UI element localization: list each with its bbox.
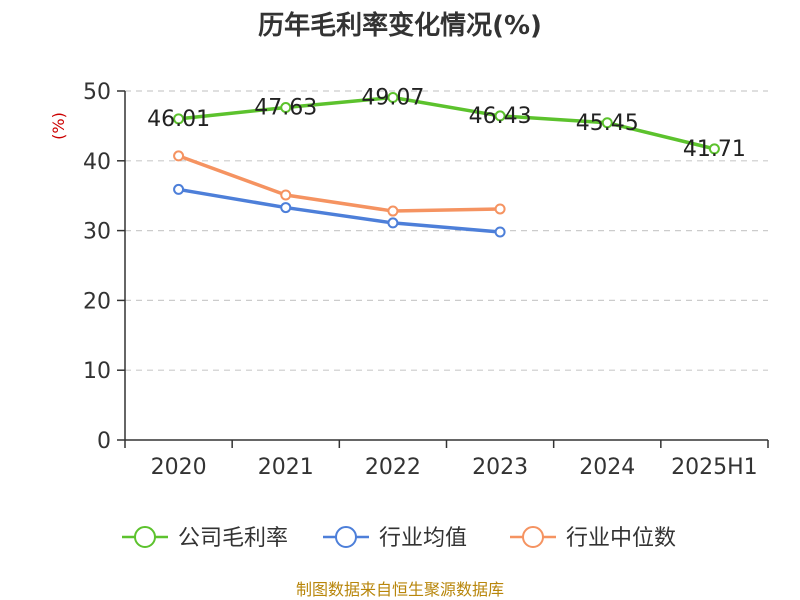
y-tick-label: 30 [83,220,111,245]
data-point [280,189,292,201]
data-point [173,113,185,125]
series-0: 46.01 47.63 49.07 46.43 45.45 41.71 [147,85,746,161]
legend-label: 行业中位数 [566,526,676,551]
x-tick-label: 2025H1 [671,455,758,480]
data-point [280,202,292,214]
data-point [494,203,506,215]
legend-marker-icon [522,526,544,548]
data-label: 46.43 [469,104,532,129]
chart-title: 历年毛利率变化情况(%) [258,10,542,41]
data-label: 45.45 [576,111,639,136]
data-point [173,183,185,195]
data-point [494,226,506,238]
series-layer: 46.01 47.63 49.07 46.43 45.45 41.71 [147,85,746,238]
legend-marker-icon [134,526,156,548]
data-point [708,143,720,155]
data-point [387,217,399,229]
legend-item[interactable]: 行业中位数 [510,526,676,551]
series-line [178,187,501,234]
x-tick-label: 2021 [258,455,314,480]
legend-label: 公司毛利率 [178,526,288,551]
data-label: 47.63 [254,96,317,121]
legend-item[interactable]: 公司毛利率 [122,526,288,551]
y-tick-label: 0 [97,429,111,454]
data-label: 46.01 [147,107,210,132]
data-point [494,110,506,122]
series-2 [173,150,506,217]
data-point [387,205,399,217]
data-point [173,150,185,162]
y-tick-label: 40 [83,150,111,175]
data-label: 41.71 [683,137,746,162]
y-tick-label: 10 [83,359,111,384]
x-tick-label: 2024 [579,455,635,480]
legend-item[interactable]: 行业均值 [323,526,467,551]
source-note: 制图数据来自恒生聚源数据库 [296,580,504,599]
grid-lines [125,90,768,371]
series-line [178,95,715,151]
data-point [601,117,613,129]
axes: 0 10 20 30 40 50 2020 2021 2022 2023 2024 2025H1 [83,80,769,480]
legend-label: 行业均值 [379,526,467,551]
y-tick-label: 20 [83,289,111,314]
x-tick-label: 2023 [472,455,528,480]
x-tick-label: 2022 [365,455,421,480]
data-point [387,91,399,103]
y-tick-label: 50 [83,80,111,105]
data-label: 49.07 [361,85,424,110]
series-1 [173,183,506,238]
series-line [177,154,501,213]
legend[interactable]: 公司毛利率 行业均值 行业中位数 [122,526,676,551]
data-point [280,102,292,114]
legend-marker-icon [335,526,357,548]
y-axis-label: (%) [49,112,68,140]
x-tick-label: 2020 [151,455,207,480]
